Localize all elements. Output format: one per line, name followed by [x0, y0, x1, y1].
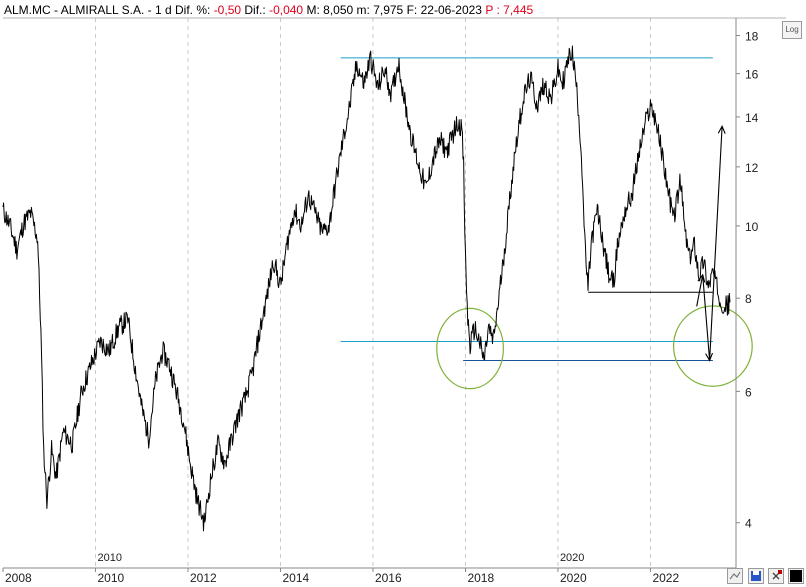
x-tick-label: 2008	[5, 571, 32, 585]
header-dif-pct-label: Dif. %:	[175, 3, 211, 17]
header-timeframe: 1 d	[154, 3, 172, 17]
chart-header: ALM.MC - ALMIRALL S.A. - 1 d Dif. %: -0,…	[4, 3, 533, 17]
line-tool-button[interactable]	[727, 568, 743, 584]
header-dif-pct-value: -0,50	[213, 3, 242, 17]
gridlines	[94, 18, 651, 568]
decade-marker-label: 2020	[560, 552, 584, 564]
header-date-value: 22-06-2023	[420, 3, 482, 17]
projection-arrowhead-down	[705, 352, 714, 362]
header-max-value: 8,050	[323, 3, 354, 17]
header-sep-1: -	[54, 3, 61, 17]
decade-marker-label: 2010	[97, 552, 121, 564]
header-date-label: F:	[406, 3, 418, 17]
series	[2, 45, 731, 532]
color-picker-button[interactable]	[788, 568, 804, 584]
y-tick-label: 16	[745, 68, 759, 82]
trend-line-icon	[729, 571, 741, 580]
x-tick-label: 2018	[467, 571, 494, 585]
header-name: ALMIRALL S.A.	[60, 3, 145, 17]
header-max-label: M:	[306, 3, 320, 17]
header-min-value: 7,975	[373, 3, 404, 17]
log-scale-button[interactable]: Log	[782, 21, 802, 39]
annotations	[340, 57, 753, 390]
x-tick-label: 2014	[282, 571, 309, 585]
header-dif-value: -0,040	[269, 3, 304, 17]
x-tick-label: 2012	[190, 571, 217, 585]
y-tick-label: 8	[745, 292, 752, 306]
y-tick-label: 18	[745, 30, 759, 44]
close-chart-button[interactable]	[768, 568, 784, 584]
y-tick-label: 12	[745, 161, 759, 175]
header-price-value: 7,445	[503, 3, 534, 17]
header-symbol: ALM.MC	[4, 3, 51, 17]
header-price-label: P :	[485, 3, 500, 17]
y-tick-label: 14	[745, 111, 759, 125]
x-tick-label: 2022	[652, 571, 679, 585]
y-tick-label: 6	[745, 385, 752, 399]
support-zone-ellipse	[436, 307, 504, 390]
support-zone-ellipse	[672, 305, 753, 387]
axes: 2008 2010 2012 2014 2016 2018 2020 2022 2010 2020…	[2, 17, 786, 585]
save-button[interactable]	[748, 568, 764, 584]
x-tick-label: 2020	[560, 571, 587, 585]
header-dif-label: Dif.:	[244, 3, 266, 17]
header-min-label: m:	[356, 3, 370, 17]
y-tick-label: 10	[745, 220, 759, 234]
close-icon	[772, 570, 782, 580]
y-tick-label: 4	[745, 517, 752, 531]
x-tick-label: 2010	[97, 571, 124, 585]
save-icon	[751, 571, 761, 581]
projection-arrowhead-up	[717, 125, 726, 134]
header-sep-2: -	[147, 3, 155, 17]
projection-path	[696, 126, 723, 361]
price-series-line	[2, 45, 731, 532]
x-tick-label: 2016	[375, 571, 402, 585]
black-swatch	[790, 570, 802, 582]
